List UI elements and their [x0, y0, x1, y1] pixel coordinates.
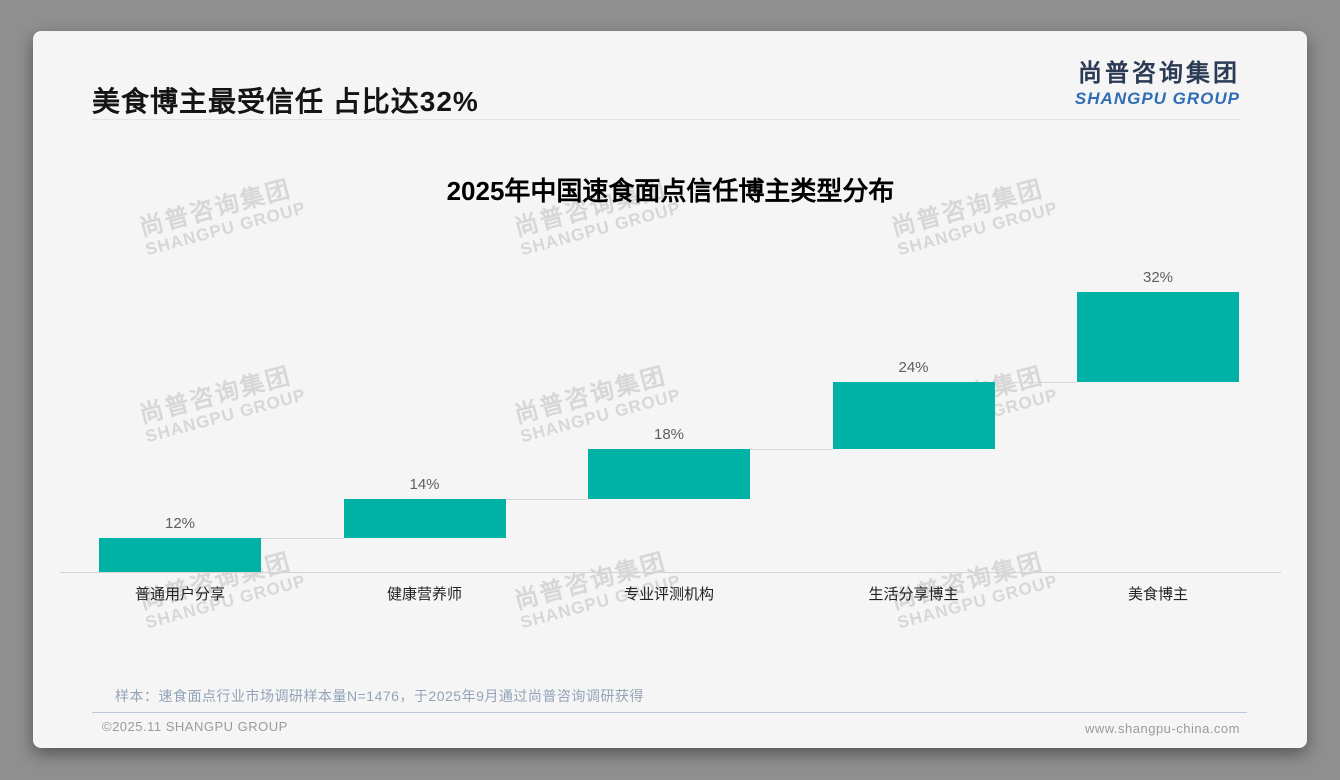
category-label: 美食博主	[1127, 586, 1189, 603]
sample-note: 样本：速食面点行业市场调研样本量N=1476，于2025年9月通过尚普咨询调研获…	[115, 688, 644, 704]
bar	[1077, 292, 1239, 382]
bar	[832, 381, 995, 449]
header-divider	[92, 119, 1240, 120]
footer-website: www.shangpu-china.com	[1084, 721, 1240, 736]
brand-logo-cn: 尚普咨询集团	[1078, 60, 1240, 87]
connector-line	[750, 448, 833, 450]
report-card: 尚普咨询集团 SHANGPU GROUP 尚普咨询集团 SHANGPU GROUP 尚普…	[33, 31, 1307, 748]
bar-value-label: 12%	[164, 515, 196, 533]
brand-logo: 尚普咨询集团 SHANGPU GROUP	[1075, 59, 1240, 109]
category-label: 专业评测机构	[623, 586, 715, 603]
bar	[99, 538, 261, 572]
chart-title: 2025年中国速食面点信任博主类型分布	[446, 176, 895, 206]
bar	[343, 499, 506, 539]
footer-divider	[92, 712, 1247, 713]
connector-line	[261, 538, 344, 540]
plot-area: 12% 普通用户分享 14% 健康营养师 18% 专业评测机构 24% 生活分享博主 32% 美食…	[60, 261, 1281, 606]
page-title: 美食博主最受信任 占比达32%	[92, 86, 479, 117]
bar-value-label: 32%	[1142, 269, 1174, 286]
category-label: 普通用户分享	[134, 586, 226, 603]
bar	[588, 448, 750, 500]
connector-line	[505, 499, 588, 501]
connector-line	[994, 381, 1077, 383]
axis-baseline	[60, 572, 1281, 573]
category-label: 健康营养师	[386, 586, 463, 603]
category-label: 生活分享博主	[868, 586, 959, 603]
bar-value-label: 18%	[653, 425, 685, 443]
footer-copyright: ©2025.11 SHANGPU GROUP	[102, 719, 288, 734]
bar-value-label: 14%	[409, 476, 440, 494]
bar-value-label: 24%	[898, 358, 929, 376]
brand-logo-en: SHANGPU GROUP	[1074, 89, 1240, 108]
